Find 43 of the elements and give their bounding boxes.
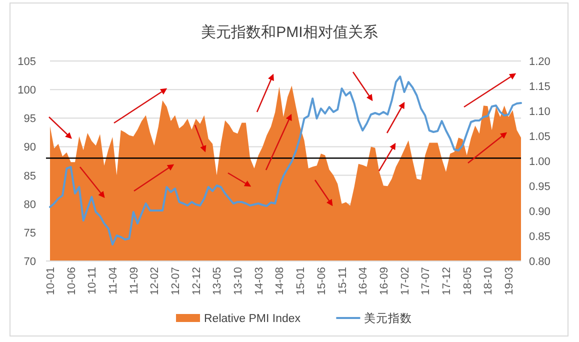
y-tick-label: 105 xyxy=(18,56,36,68)
y2-tick-label: 0.90 xyxy=(529,206,550,218)
x-tick-label: 17-02 xyxy=(399,267,412,296)
x-tick-label: 12-12 xyxy=(190,267,203,296)
x-tick-label: 14-08 xyxy=(274,267,286,296)
x-tick-label: 13-10 xyxy=(232,267,245,296)
legend-label: Relative PMI Index xyxy=(204,313,301,325)
y-tick-label: 90 xyxy=(24,142,36,154)
x-tick-label: 17-07 xyxy=(420,267,432,296)
y2-tick-label: 1.20 xyxy=(529,56,550,68)
y-tick-label: 95 xyxy=(24,113,36,126)
x-tick-label: 11-04 xyxy=(108,267,120,294)
x-tick-label: 19-03 xyxy=(503,267,516,296)
x-tick-label: 12-07 xyxy=(170,267,182,296)
y-tick-label: 80 xyxy=(24,198,36,211)
x-tick-label: 13-05 xyxy=(212,267,224,296)
x-tick-label: 10-06 xyxy=(66,267,78,296)
x-tick-label: 14-03 xyxy=(253,267,266,296)
y-tick-label: 70 xyxy=(24,256,36,268)
x-tick-label: 17-12 xyxy=(440,267,453,296)
y2-tick-label: 0.85 xyxy=(529,231,550,243)
x-tick-label: 10-01 xyxy=(45,267,57,296)
x-tick-label: 18-10 xyxy=(482,267,495,296)
chart-title: 美元指数和PMI相对值关系 xyxy=(201,24,378,41)
x-tick-label: 15-11 xyxy=(336,267,349,294)
legend-label: 美元指数 xyxy=(364,311,412,325)
y2-tick-label: 1.15 xyxy=(529,81,550,93)
x-tick-label: 10-11 xyxy=(86,267,99,294)
x-tick-label: 15-01 xyxy=(295,267,308,296)
y2-tick-label: 1.10 xyxy=(529,106,550,118)
y2-tick-label: 0.80 xyxy=(529,256,550,268)
y-tick-label: 85 xyxy=(24,170,36,182)
y2-tick-label: 1.05 xyxy=(529,131,550,143)
y-tick-label: 100 xyxy=(18,84,36,97)
y-tick-label: 75 xyxy=(24,227,36,240)
x-tick-label: 12-02 xyxy=(149,267,162,296)
x-tick-label: 16-09 xyxy=(378,267,390,296)
x-tick-label: 18-05 xyxy=(462,267,474,296)
x-tick-label: 15-06 xyxy=(316,267,328,296)
x-tick-label: 16-04 xyxy=(358,267,370,296)
x-tick-label: 11-09 xyxy=(128,267,140,294)
y2-tick-label: 0.95 xyxy=(529,181,550,193)
y2-tick-label: 1.00 xyxy=(529,156,550,168)
